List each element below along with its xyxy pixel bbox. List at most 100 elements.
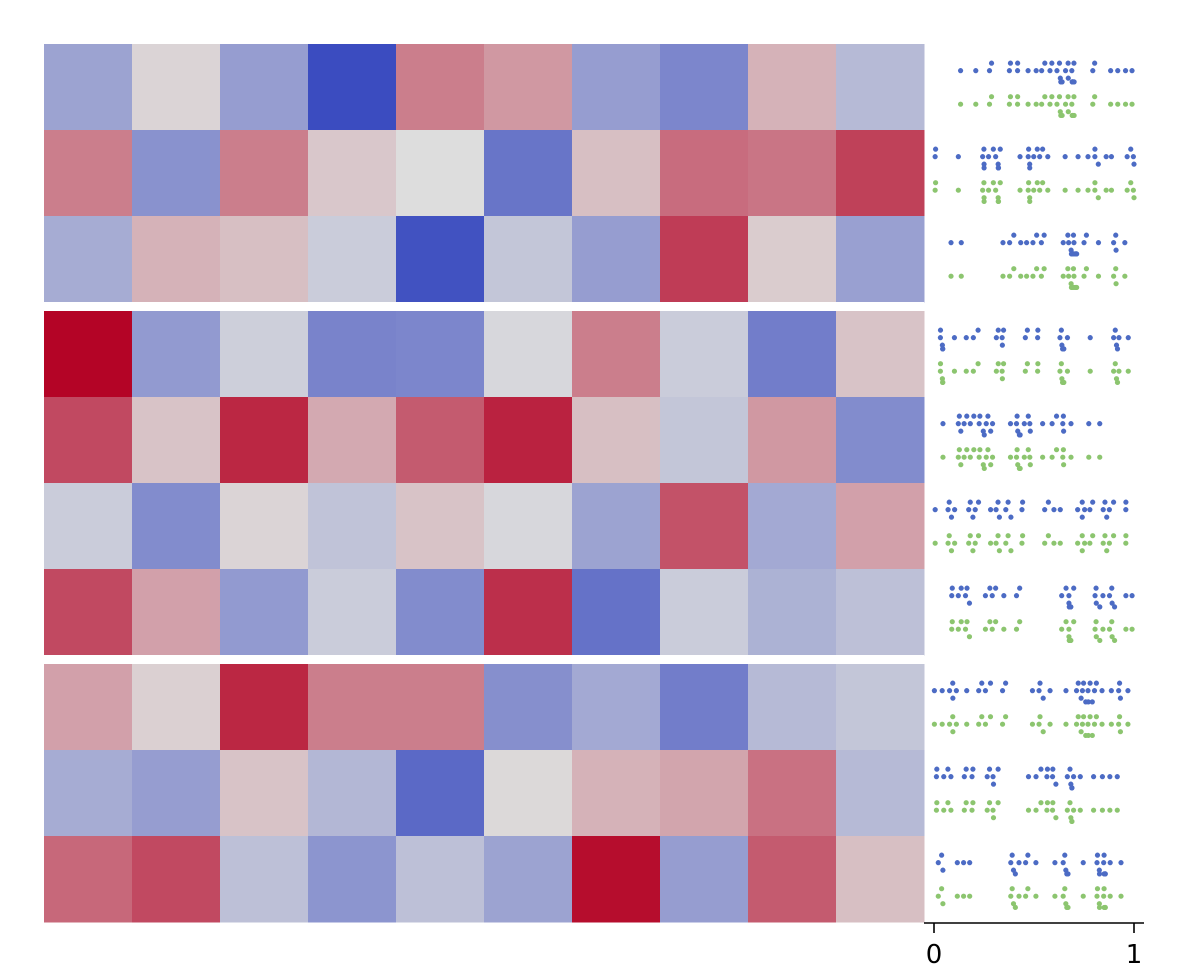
heatmap-cell	[748, 836, 837, 923]
swarm-point	[1027, 195, 1033, 201]
swarm-point	[1077, 807, 1083, 813]
heatmap-cell	[44, 664, 133, 751]
swarm-point	[1107, 893, 1113, 899]
swarm-point	[1025, 886, 1031, 892]
swarm-point	[1062, 154, 1068, 160]
swarm-point	[977, 413, 983, 419]
swarm-point	[1094, 893, 1100, 899]
swarm-point	[958, 273, 964, 279]
swarm-point	[1014, 101, 1021, 107]
heatmap-cell	[396, 836, 485, 923]
swarm-point	[956, 447, 962, 453]
swarm-point	[1078, 729, 1084, 735]
swarm-point	[957, 68, 964, 74]
swarm-panel	[931, 60, 1137, 911]
swarm-point	[1007, 60, 1014, 66]
swarm-point	[945, 540, 951, 546]
swarm-point	[1007, 421, 1014, 427]
swarm-point	[995, 195, 1001, 201]
swarm-point	[1123, 507, 1129, 513]
swarm-point	[1129, 626, 1135, 632]
swarm-point	[964, 619, 970, 625]
swarm-point	[981, 161, 987, 167]
swarm-point	[948, 807, 954, 813]
swarm-point	[1057, 335, 1063, 341]
swarm-point	[1118, 860, 1124, 866]
swarm-point	[948, 774, 954, 780]
swarm-point	[1087, 540, 1093, 546]
swarm-point	[1033, 774, 1039, 780]
swarm-point	[987, 714, 994, 720]
heatmap-cell	[572, 569, 661, 656]
swarm-point	[981, 432, 987, 438]
swarm-point	[937, 327, 944, 333]
swarm-point	[990, 807, 996, 813]
swarm-point	[972, 540, 978, 546]
swarm-point	[945, 800, 951, 806]
swarm-point	[999, 335, 1005, 341]
swarm-point	[1014, 447, 1020, 453]
swarm-point	[1085, 187, 1091, 193]
swarm-point	[932, 146, 939, 152]
swarm-point	[1044, 774, 1050, 780]
swarm-point	[995, 198, 1002, 205]
swarm-point	[1130, 187, 1136, 193]
swarm-point	[1025, 807, 1032, 813]
swarm-point	[1011, 232, 1017, 238]
swarm-point	[1045, 187, 1051, 193]
swarm-point	[1027, 428, 1033, 434]
swarm-point	[1031, 187, 1037, 193]
swarm-point	[1003, 507, 1009, 513]
swarm-point	[1114, 379, 1121, 386]
swarm-point	[995, 533, 1001, 539]
heatmap-cell	[132, 216, 221, 303]
swarm-point	[980, 187, 986, 193]
swarm-point	[1017, 619, 1023, 625]
swarm-point	[1033, 807, 1039, 813]
swarm-point	[949, 626, 955, 632]
heatmap-cell	[44, 483, 133, 570]
swarm-point	[1036, 721, 1042, 727]
swarm-point	[995, 766, 1001, 772]
heatmap-cell	[308, 569, 397, 656]
heatmap-cell	[572, 397, 661, 484]
swarm-point	[981, 165, 987, 171]
swarm-point	[940, 379, 946, 386]
heatmap-cell	[660, 397, 749, 484]
swarm-point	[1034, 266, 1040, 272]
swarm-point	[1033, 68, 1039, 74]
swarm-point	[982, 626, 989, 632]
swarm-point	[950, 729, 956, 735]
heatmap-cell	[572, 216, 661, 303]
swarm-point	[1124, 187, 1130, 193]
swarm-point	[999, 721, 1006, 727]
swarm-point	[982, 721, 989, 727]
swarm-point	[958, 240, 964, 246]
swarm-point	[1064, 335, 1071, 341]
swarm-point	[940, 867, 946, 873]
swarm-point	[1047, 101, 1053, 107]
swarm-point	[981, 465, 987, 472]
swarm-point	[1101, 852, 1107, 858]
swarm-point	[1099, 774, 1106, 780]
swarm-point	[993, 187, 999, 193]
swarm-point	[1068, 637, 1074, 644]
swarm-point	[1095, 161, 1101, 167]
swarm-point	[1096, 867, 1102, 873]
swarm-point	[995, 161, 1001, 167]
swarm-point	[951, 335, 958, 341]
swarm-point	[1090, 101, 1096, 107]
heatmap-cell	[132, 44, 221, 131]
swarm-point	[1075, 540, 1081, 546]
swarm-point	[989, 593, 995, 599]
swarm-point	[976, 688, 982, 694]
swarm-point	[950, 680, 956, 686]
swarm-point	[969, 774, 975, 780]
heatmap-cell	[308, 483, 397, 570]
swarm-point	[1099, 688, 1105, 694]
swarm-point	[1039, 101, 1045, 107]
swarm-point	[1035, 335, 1041, 341]
swarm-point	[1122, 273, 1128, 279]
swarm-point	[1125, 688, 1131, 694]
swarm-point	[987, 585, 993, 591]
